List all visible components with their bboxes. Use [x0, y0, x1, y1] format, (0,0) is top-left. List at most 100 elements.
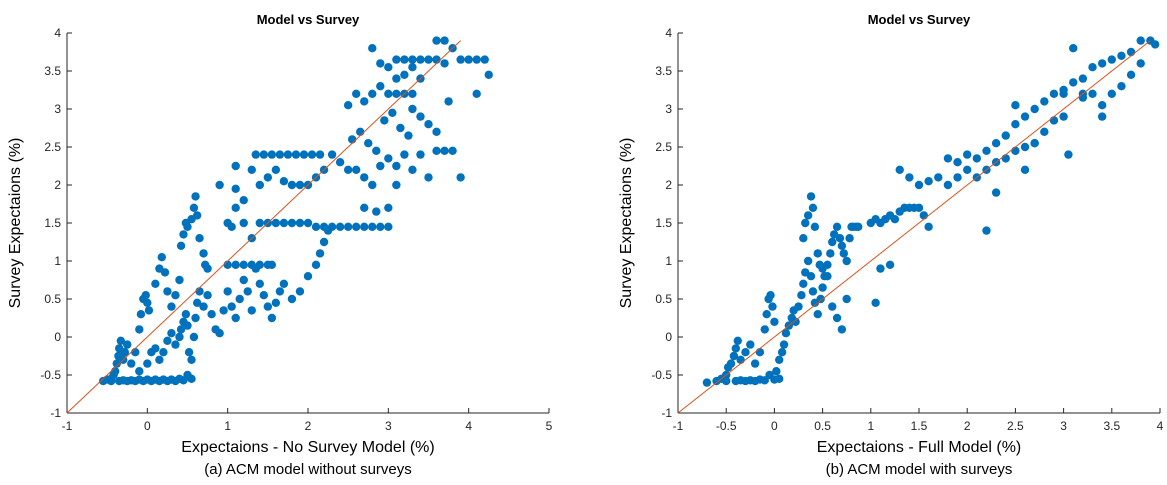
data-point: [924, 222, 933, 231]
data-point: [255, 218, 264, 228]
x-axis-label: Expectaions - Full Model (%): [817, 439, 1022, 456]
data-point: [372, 146, 381, 155]
data-point: [832, 313, 842, 323]
data-point: [384, 62, 393, 72]
data-point: [392, 180, 401, 190]
data-point: [1117, 51, 1126, 60]
data-point: [239, 218, 248, 228]
data-point: [287, 218, 297, 228]
data-point: [215, 180, 224, 190]
data-point: [159, 348, 168, 357]
data-point: [408, 89, 417, 99]
data-point: [1011, 101, 1020, 110]
data-point: [1064, 150, 1073, 159]
data-point: [775, 374, 784, 383]
data-point: [839, 249, 849, 258]
data-point: [303, 218, 313, 228]
data-point: [247, 306, 256, 315]
data-point: [416, 112, 425, 121]
data-point: [424, 55, 433, 64]
data-point: [319, 222, 329, 231]
data-point: [1011, 120, 1020, 129]
data-point: [155, 355, 164, 364]
data-point: [167, 375, 176, 384]
data-point: [283, 150, 293, 159]
data-point: [159, 375, 168, 384]
data-point: [203, 264, 212, 273]
data-point: [1020, 165, 1030, 174]
data-point: [143, 298, 152, 307]
data-point: [818, 283, 827, 292]
data-point: [762, 310, 771, 319]
data-point: [1088, 89, 1097, 99]
data-point: [195, 234, 204, 243]
data-point: [167, 302, 176, 311]
data-point: [408, 62, 417, 72]
data-point: [144, 306, 154, 315]
data-point: [343, 222, 353, 231]
data-point: [207, 310, 216, 319]
data-point: [797, 291, 806, 300]
data-point: [1030, 139, 1039, 148]
data-point: [806, 192, 816, 201]
data-point: [400, 55, 409, 64]
data-point: [416, 55, 425, 64]
data-point: [777, 348, 787, 357]
y-tick-label: 3.5: [655, 64, 672, 78]
data-point: [303, 272, 313, 281]
data-point: [885, 260, 895, 269]
x-tick-label: 2: [305, 419, 312, 433]
data-point: [376, 59, 385, 68]
data-point: [456, 173, 465, 182]
data-point: [746, 376, 755, 385]
data-point: [1126, 47, 1136, 57]
data-point: [255, 260, 264, 269]
data-point: [440, 146, 449, 155]
data-point: [733, 336, 742, 345]
y-tick-label: 2.5: [44, 140, 61, 154]
data-point: [1059, 112, 1068, 121]
data-point: [1117, 82, 1126, 91]
data-point: [943, 180, 953, 190]
data-point: [360, 203, 369, 212]
data-point: [271, 165, 281, 174]
data-point: [275, 150, 285, 159]
data-point: [384, 89, 393, 99]
x-tick-label: 1.5: [911, 419, 928, 433]
y-tick-label: 2: [665, 178, 672, 192]
data-point: [360, 97, 369, 106]
data-point: [729, 351, 739, 361]
data-point: [187, 355, 196, 364]
data-point: [287, 180, 297, 190]
data-point: [991, 139, 1001, 148]
data-point: [1001, 154, 1010, 163]
data-point: [472, 55, 481, 64]
data-point: [135, 367, 144, 376]
data-point: [1078, 74, 1088, 83]
data-point: [136, 310, 146, 319]
data-point: [151, 344, 160, 353]
data-point: [741, 348, 750, 357]
data-point: [112, 359, 122, 368]
x-tick-label: 2.5: [1007, 419, 1024, 433]
data-point: [895, 165, 904, 174]
x-tick-label: 4: [465, 419, 472, 433]
data-point: [356, 127, 365, 136]
data-point: [181, 310, 191, 319]
data-point: [736, 355, 745, 364]
data-point: [183, 321, 192, 330]
data-point: [157, 253, 166, 262]
data-point: [806, 272, 816, 281]
data-point: [768, 302, 777, 311]
data-point: [215, 329, 224, 338]
data-point: [770, 317, 779, 326]
data-point: [183, 370, 192, 380]
data-point: [731, 344, 741, 353]
data-point: [315, 150, 325, 159]
data-point: [1040, 97, 1049, 106]
x-tick-label: 0: [771, 419, 778, 433]
data-point: [396, 123, 405, 133]
data-point: [972, 154, 982, 163]
data-point: [352, 89, 361, 99]
x-tick-label: -0.5: [716, 419, 737, 433]
